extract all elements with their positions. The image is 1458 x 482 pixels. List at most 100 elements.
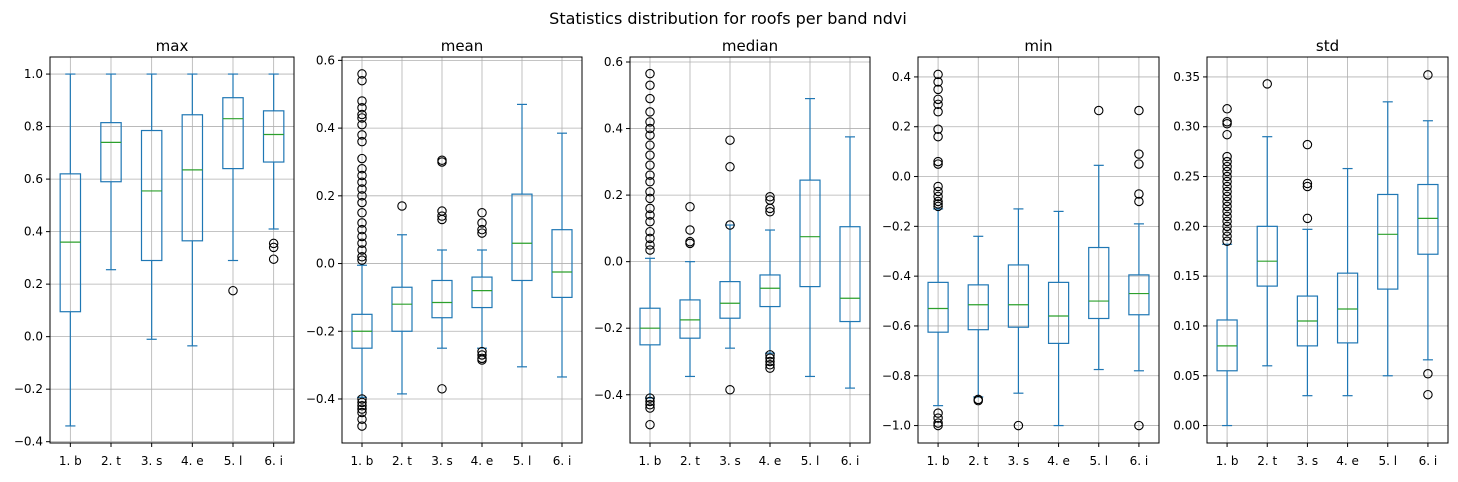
y-tick-label: 0.2 [892, 120, 911, 134]
flier-point [1222, 176, 1232, 187]
axes-frame [1206, 56, 1449, 444]
panel-std: 0.00 0.05 0.10 0.15 0.20 0.25 0.30 0.35 1. b 2. t… [1173, 37, 1449, 468]
flier-point [357, 75, 367, 86]
box-std-6 [1417, 70, 1439, 400]
flier-point [933, 408, 943, 418]
y-tick-label: −0.4 [882, 269, 911, 283]
flier-point [765, 203, 775, 214]
subplot-title: std [1316, 37, 1339, 55]
box-mean-5 [511, 103, 533, 368]
flier-point [1222, 171, 1232, 182]
box-iqr [1088, 246, 1110, 320]
box-iqr [1417, 183, 1439, 255]
flier-point [645, 117, 655, 127]
flier-point [1222, 181, 1232, 192]
y-tick-label: 0.00 [1173, 419, 1200, 433]
flier-point [725, 385, 735, 395]
flier-point [1222, 161, 1232, 172]
y-tick-label: −0.4 [306, 392, 335, 406]
x-tick-label: 2. t [392, 454, 412, 468]
box-iqr [100, 122, 122, 183]
flier-point [645, 419, 655, 430]
flier-point [1222, 201, 1232, 212]
box-mean-1 [351, 69, 373, 431]
axes-frame [629, 56, 871, 444]
flier-point [357, 153, 367, 164]
flier-point [1222, 186, 1232, 197]
flier-point [1134, 189, 1144, 199]
x-tick-label: 6. i [553, 454, 572, 468]
y-tick-label: −0.2 [306, 324, 335, 338]
flier-point [645, 393, 655, 403]
x-tick-label: 5. l [801, 454, 820, 468]
box-iqr [967, 284, 989, 331]
box-iqr [1377, 193, 1399, 290]
flier-point [933, 107, 943, 117]
y-tick-label: 0.30 [1173, 120, 1200, 134]
panel-min: −1.0 −0.8 −0.6 −0.4 −0.2 0.0 0.2 0.4 1. b 2. t 3. … [882, 37, 1160, 468]
y-tick-label: −1.0 [882, 419, 911, 433]
flier-point [765, 360, 775, 370]
flier-point [357, 136, 367, 147]
x-tick-label: 1. b [59, 454, 82, 468]
box-mean-4 [471, 208, 493, 365]
flier-point [765, 353, 775, 363]
box-std-5 [1377, 101, 1399, 377]
box-std-4 [1336, 167, 1359, 397]
flier-point [645, 130, 655, 140]
box-iqr [1007, 264, 1030, 328]
y-tick-label: 0.0 [892, 170, 911, 184]
flier-point [357, 421, 367, 431]
flier-point [477, 228, 487, 238]
box-iqr [431, 279, 453, 319]
flier-point [933, 84, 943, 95]
y-tick-label: 0.2 [24, 277, 43, 291]
panel-median: −0.4 −0.2 0.0 0.2 0.4 0.6 1. b 2. t 3. s 4. e 5. l… [594, 37, 871, 468]
flier-point [357, 407, 367, 418]
flier-point [477, 355, 487, 365]
flier-point [645, 240, 655, 250]
y-tick-label: 0.2 [316, 189, 335, 203]
flier-point [397, 201, 407, 211]
flier-point [268, 254, 279, 264]
flier-point [357, 163, 367, 174]
y-tick-label: 0.05 [1173, 369, 1200, 383]
flier-point [645, 193, 655, 204]
flier-point [765, 350, 775, 360]
flier-point [933, 186, 943, 197]
flier-point [933, 418, 943, 428]
box-iqr [799, 179, 821, 288]
x-tick-label: 5. l [224, 454, 243, 468]
flier-point [357, 113, 367, 123]
box-median-1 [639, 68, 661, 430]
x-tick-label: 2. t [1257, 454, 1277, 468]
x-tick-label: 3. s [719, 454, 741, 468]
flier-point [933, 201, 943, 212]
flier-point [1134, 149, 1144, 159]
flier-point [357, 404, 367, 414]
flier-point [1222, 221, 1232, 232]
flier-point [357, 197, 367, 208]
flier-point [933, 159, 943, 169]
y-tick-label: −0.2 [14, 382, 43, 396]
box-std-3 [1296, 139, 1319, 397]
panel-max: −0.4 −0.2 0.0 0.2 0.4 0.6 0.8 1.0 1. b 2. t 3. s 4.… [14, 37, 295, 468]
flier-point [357, 208, 367, 218]
flier-point [1302, 181, 1313, 192]
subplot-title: median [722, 37, 778, 55]
box-iqr [839, 226, 861, 323]
flier-point [357, 231, 367, 242]
box-min-4 [1047, 210, 1070, 427]
y-tick-label: −0.6 [882, 319, 911, 333]
flier-point [1222, 156, 1232, 167]
x-tick-label: 3. s [431, 454, 453, 468]
flier-point [645, 203, 655, 214]
flier-point [933, 181, 943, 192]
box-median-4 [759, 192, 781, 373]
flier-point [357, 401, 367, 411]
box-mean-6 [551, 132, 573, 378]
y-tick-label: 0.15 [1173, 269, 1200, 283]
box-iqr [222, 97, 244, 170]
flier-point [357, 177, 367, 188]
